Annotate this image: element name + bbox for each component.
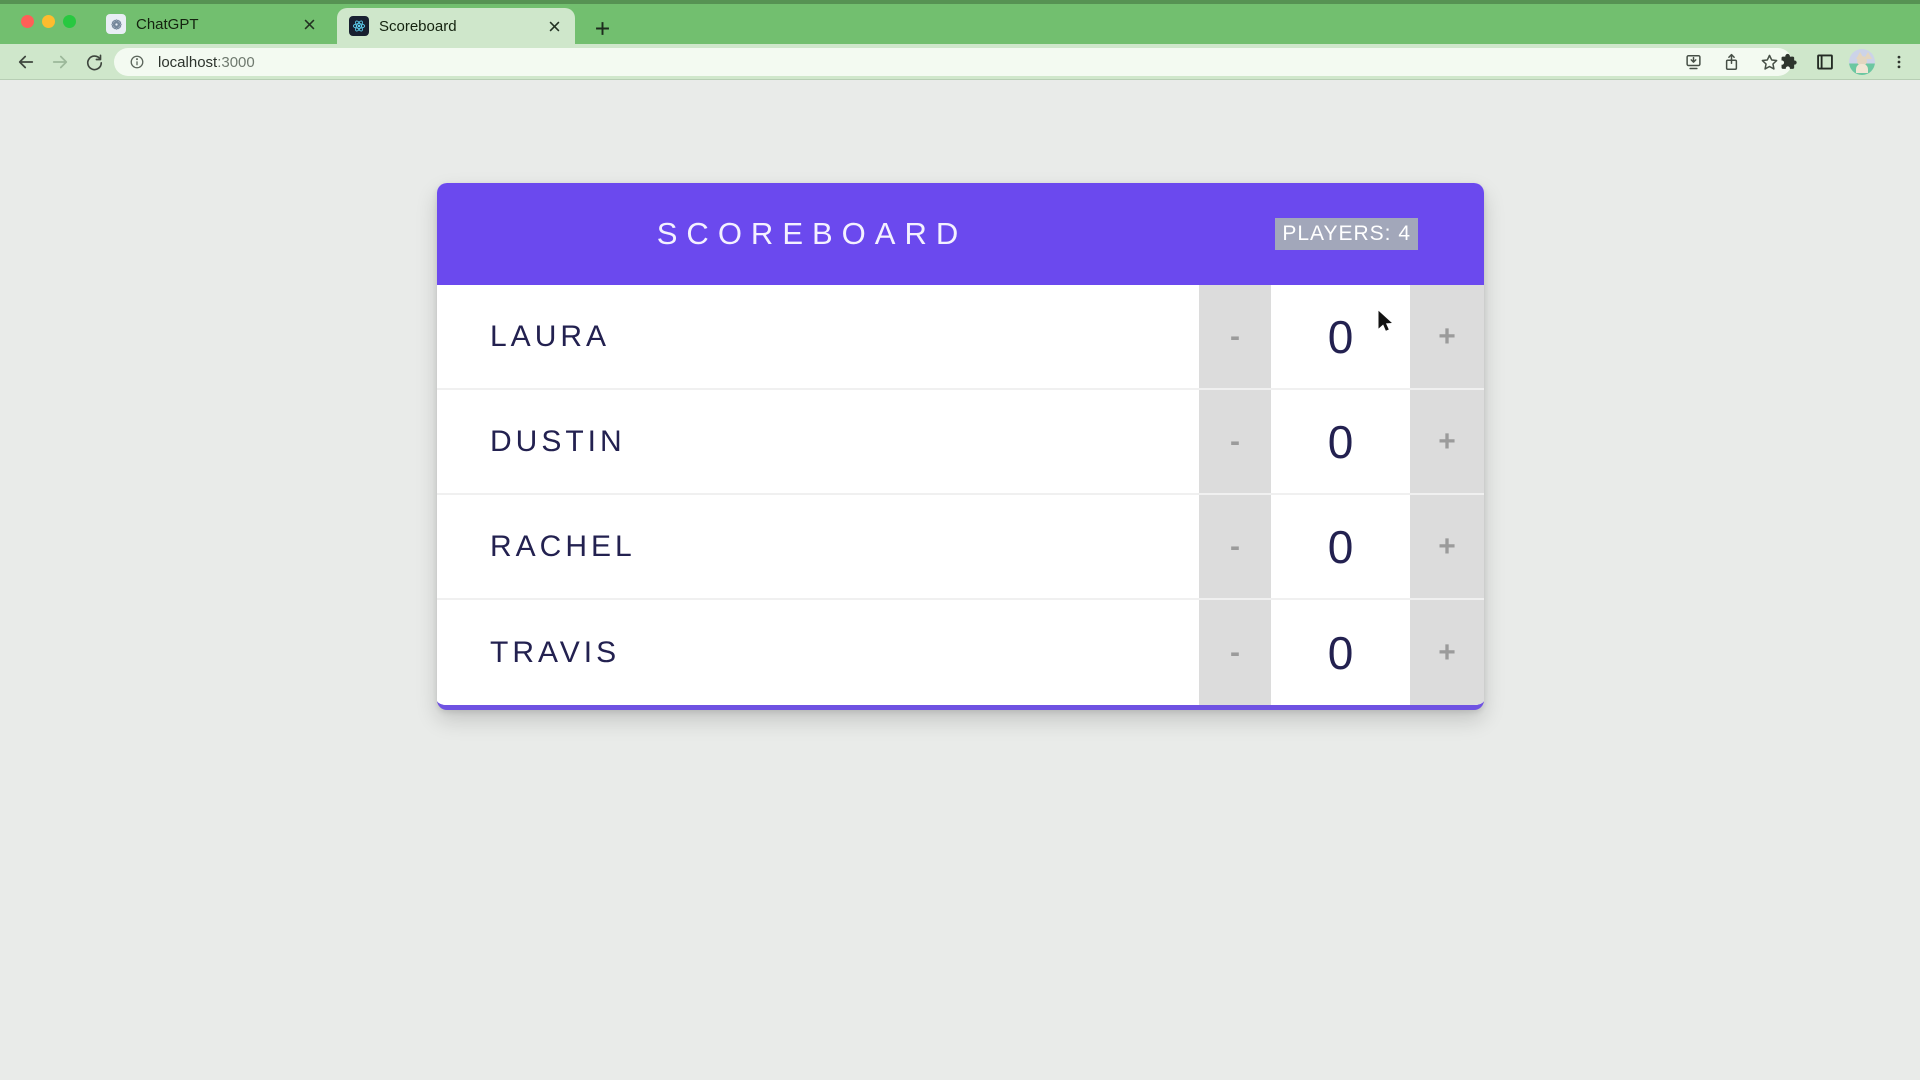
react-logo-icon [349, 16, 369, 36]
player-score: 0 [1276, 600, 1405, 705]
page-body: SCOREBOARD PLAYERS: 4 LAURA - 0 + DUSTIN… [0, 80, 1920, 1079]
page-title: SCOREBOARD [656, 216, 968, 251]
tab-title: ChatGPT [136, 15, 199, 33]
player-row: RACHEL - 0 + [437, 495, 1484, 600]
browser-toolbar: localhost:3000 [0, 44, 1920, 80]
tab-chatgpt[interactable]: ChatGPT [96, 4, 328, 44]
close-window-button[interactable] [21, 15, 34, 28]
player-name: DUSTIN [437, 390, 1199, 493]
divider [1271, 600, 1276, 705]
url-port: :3000 [217, 53, 255, 71]
url-host: localhost [158, 53, 218, 71]
install-app-icon[interactable] [1680, 49, 1706, 75]
tab-scoreboard[interactable]: Scoreboard [337, 8, 575, 44]
divider [1271, 285, 1276, 388]
profile-avatar[interactable] [1849, 49, 1875, 75]
close-tab-icon[interactable] [300, 15, 318, 33]
player-row: TRAVIS - 0 + [437, 600, 1484, 705]
player-name: TRAVIS [437, 600, 1199, 705]
divider [1271, 390, 1276, 493]
close-tab-icon[interactable] [545, 17, 563, 35]
decrement-score-button[interactable]: - [1199, 600, 1271, 705]
increment-score-button[interactable]: + [1410, 390, 1484, 493]
openai-logo-icon [106, 14, 126, 34]
player-name: RACHEL [437, 495, 1199, 598]
side-panel-icon[interactable] [1812, 49, 1838, 75]
player-name: LAURA [437, 285, 1199, 388]
browser-menu-kebab-icon[interactable] [1886, 49, 1912, 75]
divider [1405, 495, 1410, 598]
forward-button[interactable] [46, 48, 74, 76]
increment-score-button[interactable]: + [1410, 495, 1484, 598]
reload-button[interactable] [80, 48, 108, 76]
player-row: DUSTIN - 0 + [437, 390, 1484, 495]
scoreboard-card: SCOREBOARD PLAYERS: 4 LAURA - 0 + DUSTIN… [437, 183, 1484, 710]
url-text: localhost:3000 [158, 54, 255, 71]
share-icon[interactable] [1718, 49, 1744, 75]
divider [1405, 285, 1410, 388]
back-button[interactable] [12, 48, 40, 76]
address-bar[interactable]: localhost:3000 [114, 48, 1792, 76]
decrement-score-button[interactable]: - [1199, 390, 1271, 493]
tab-strip: ChatGPT Scoreboard [0, 0, 1920, 44]
new-tab-button[interactable] [588, 14, 616, 42]
increment-score-button[interactable]: + [1410, 285, 1484, 388]
divider [1271, 495, 1276, 598]
divider [1405, 390, 1410, 493]
decrement-score-button[interactable]: - [1199, 285, 1271, 388]
player-score: 0 [1276, 495, 1405, 598]
extensions-puzzle-icon[interactable] [1775, 49, 1801, 75]
players-count-label: PLAYERS: 4 [1275, 218, 1418, 250]
minimize-window-button[interactable] [42, 15, 55, 28]
tab-title: Scoreboard [379, 17, 457, 35]
window-controls [21, 15, 76, 28]
player-score: 0 [1276, 285, 1405, 388]
player-row: LAURA - 0 + [437, 285, 1484, 390]
decrement-score-button[interactable]: - [1199, 495, 1271, 598]
bookmark-star-icon[interactable] [1756, 49, 1782, 75]
increment-score-button[interactable]: + [1410, 600, 1484, 705]
site-info-icon[interactable] [124, 49, 150, 75]
divider [1405, 600, 1410, 705]
scoreboard-header: SCOREBOARD PLAYERS: 4 [437, 183, 1484, 285]
zoom-window-button[interactable] [63, 15, 76, 28]
player-score: 0 [1276, 390, 1405, 493]
